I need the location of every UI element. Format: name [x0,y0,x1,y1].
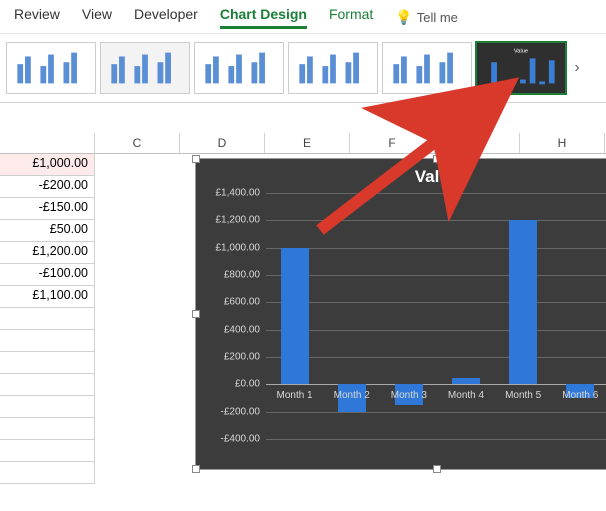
cell[interactable] [0,308,95,330]
cell[interactable]: £1,000.00 [0,154,95,176]
y-axis-label: £400.00 [196,324,260,335]
chart-style-thumb[interactable] [100,42,190,94]
cell[interactable]: £50.00 [0,220,95,242]
chart-style-thumb[interactable] [288,42,378,94]
cell[interactable]: £1,200.00 [0,242,95,264]
cell[interactable]: -£100.00 [0,264,95,286]
col-header[interactable]: F [350,133,435,153]
x-axis-label: Month 5 [498,390,548,401]
y-axis-label: £200.00 [196,352,260,363]
cell[interactable]: £1,100.00 [0,286,95,308]
y-axis-label: £600.00 [196,297,260,308]
col-header[interactable]: G [435,133,520,153]
cell[interactable] [0,440,95,462]
tab-review[interactable]: Review [14,6,60,29]
cell[interactable] [0,418,95,440]
chart-style-gallery: Value › [0,34,606,103]
tab-chart-design[interactable]: Chart Design [220,6,307,29]
resize-handle[interactable] [192,155,200,163]
ribbon-tabs: Review View Developer Chart Design Forma… [0,0,606,34]
chart-style-thumb-selected[interactable]: Value [476,42,566,94]
y-axis-label: £1,000.00 [196,242,260,253]
chart-style-thumb[interactable] [194,42,284,94]
cell[interactable] [0,396,95,418]
chart-style-thumb[interactable] [6,42,96,94]
chart-style-thumb[interactable] [382,42,472,94]
chart-bar [509,220,537,384]
resize-handle[interactable] [433,155,441,163]
column-headers: C D E F G H [0,133,606,154]
chart-plot-area: £1,400.00£1,200.00£1,000.00£800.00£600.0… [266,193,606,439]
cell[interactable]: -£200.00 [0,176,95,198]
cell[interactable] [0,330,95,352]
col-header[interactable]: D [180,133,265,153]
y-axis-label: £0.00 [196,379,260,390]
y-axis-label: -£400.00 [196,434,260,445]
embedded-chart[interactable]: Value £1,400.00£1,200.00£1,000.00£800.00… [195,158,606,470]
resize-handle[interactable] [192,310,200,318]
y-axis-label: £800.00 [196,270,260,281]
x-axis-label: Month 1 [270,390,320,401]
tab-developer[interactable]: Developer [134,6,198,29]
col-header[interactable]: H [520,133,605,153]
resize-handle[interactable] [192,465,200,473]
y-axis-label: -£200.00 [196,406,260,417]
tab-view[interactable]: View [82,6,112,29]
col-header[interactable] [0,133,95,153]
y-axis-label: £1,200.00 [196,215,260,226]
col-header[interactable]: C [95,133,180,153]
lightbulb-icon: 💡 [395,9,412,26]
col-header[interactable]: E [265,133,350,153]
cell[interactable] [0,352,95,374]
x-axis-label: Month 4 [441,390,491,401]
tell-me-label: Tell me [417,10,458,25]
data-column: £1,000.00 -£200.00 -£150.00 £50.00 £1,20… [0,154,95,484]
spreadsheet: C D E F G H £1,000.00 -£200.00 -£150.00 … [0,133,606,484]
gallery-more-icon[interactable]: › [570,59,584,77]
x-axis-label: Month 2 [327,390,377,401]
x-axis-label: Month 6 [555,390,605,401]
tell-me[interactable]: 💡 Tell me [395,9,458,26]
y-axis-label: £1,400.00 [196,188,260,199]
resize-handle[interactable] [433,465,441,473]
chart-title: Value [196,159,606,189]
svg-text:Value: Value [514,49,528,55]
x-axis-label: Month 3 [384,390,434,401]
cell[interactable] [0,462,95,484]
tab-format[interactable]: Format [329,6,373,29]
cell[interactable]: -£150.00 [0,198,95,220]
chart-bar [281,248,309,385]
chart-bar [452,378,480,385]
cell[interactable] [0,374,95,396]
